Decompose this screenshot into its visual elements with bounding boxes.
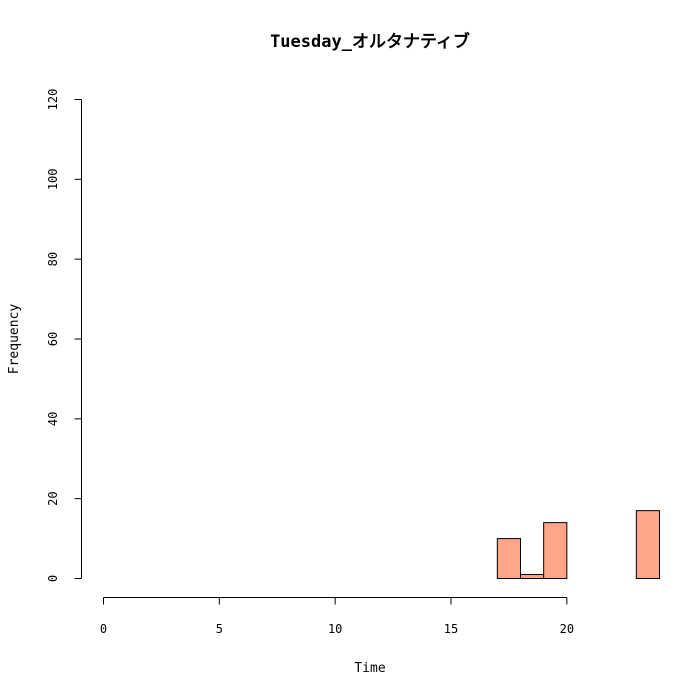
y-axis-label: Frequency <box>7 304 22 375</box>
histogram-bars <box>496 510 660 580</box>
y-axis: 0 20 40 60 80 100 120 <box>46 89 82 582</box>
chart-title: Tuesday_オルタナティブ <box>270 31 470 52</box>
histogram-bar <box>635 510 660 579</box>
histogram-bar <box>520 574 545 580</box>
x-tick-label: 5 <box>216 622 223 636</box>
x-tick-label: 0 <box>100 622 107 636</box>
x-axis: 0 5 10 15 20 <box>100 597 574 636</box>
y-tick-label: 80 <box>46 252 60 266</box>
x-tick-label: 20 <box>560 622 574 636</box>
x-tick-label: 10 <box>328 622 342 636</box>
x-axis-label: Time <box>354 661 385 676</box>
y-tick-label: 0 <box>46 575 60 582</box>
histogram-bar <box>496 538 522 579</box>
y-tick-label: 20 <box>46 491 60 505</box>
x-tick-label: 15 <box>444 622 458 636</box>
y-tick-label: 100 <box>46 168 60 190</box>
y-tick-label: 120 <box>46 89 60 111</box>
histogram-bar <box>543 522 568 579</box>
y-tick-label: 60 <box>46 332 60 346</box>
y-tick-label: 40 <box>46 412 60 426</box>
